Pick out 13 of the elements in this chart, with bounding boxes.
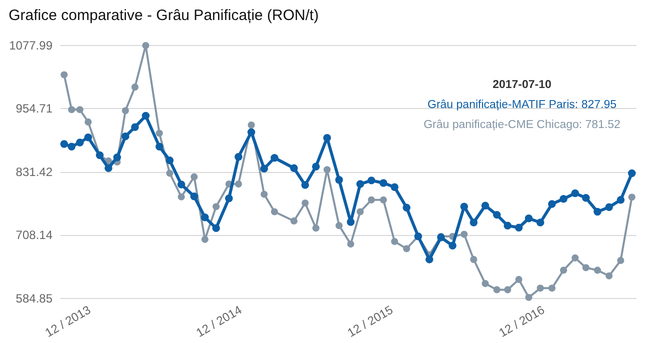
annotation: 2017-07-10 xyxy=(492,79,552,91)
y-tick-label: 954.71 xyxy=(16,102,53,116)
annotation: Grâu panificație-MATIF Paris: 827.95 xyxy=(428,99,616,111)
x-tick-label: 12 / 2014 xyxy=(194,302,244,340)
y-tick-label: 708.14 xyxy=(16,228,53,242)
x-tick-label: 12 / 2016 xyxy=(496,302,548,340)
x-tick-label: 12 / 2013 xyxy=(42,302,94,340)
y-tick-label: 831.42 xyxy=(16,165,53,179)
x-tick-label: 12 / 2015 xyxy=(344,302,396,340)
chart-title: Grafice comparative - Grâu Panificație (RON/t) xyxy=(8,7,319,24)
y-tick-label: 584.85 xyxy=(16,292,53,306)
y-tick-label: 1077.99 xyxy=(9,38,53,52)
annotation: Grâu panificație-CME Chicago: 781.52 xyxy=(424,119,620,131)
